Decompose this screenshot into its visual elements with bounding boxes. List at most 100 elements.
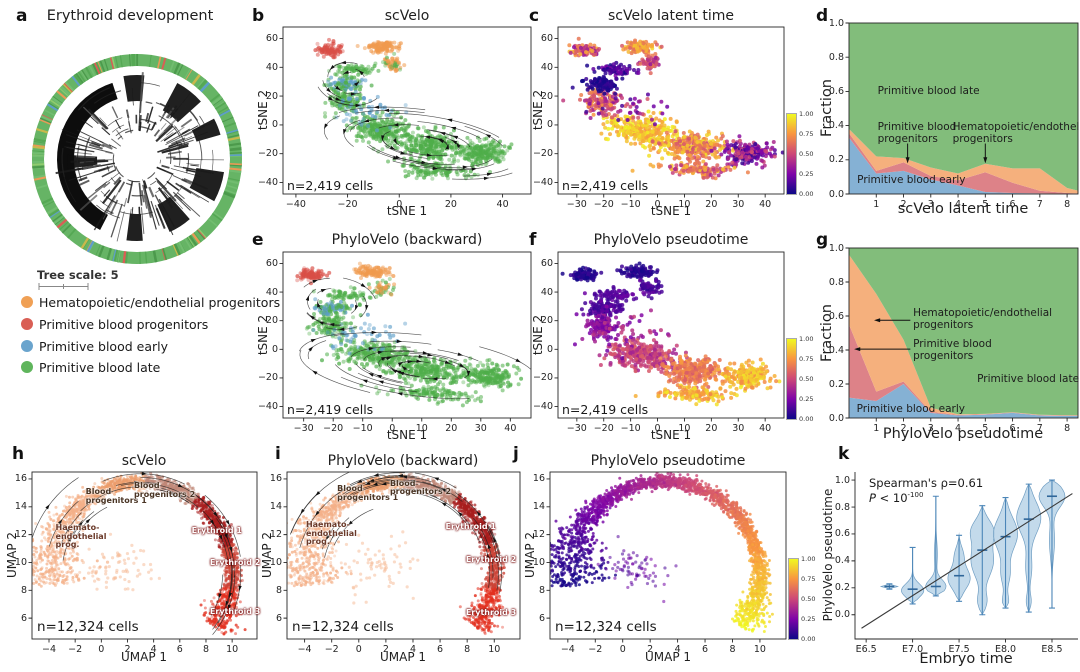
- cell-count-j: n=12,324 cells: [555, 619, 657, 635]
- y-tick-label: 20: [265, 315, 278, 327]
- x-tick-label: E7.0: [902, 644, 924, 655]
- y-tick-label: 12: [269, 529, 282, 541]
- y-tick-label: 1.0: [834, 474, 850, 486]
- p-rest: < 10: [875, 491, 908, 505]
- y-tick-label: 16: [269, 473, 282, 485]
- colorbar-tick-label: 0.25: [801, 615, 816, 623]
- x-tick-label: 0: [355, 644, 362, 655]
- colorbar-tick-label: 0.00: [801, 635, 816, 643]
- y-tick-label: 0.2: [834, 582, 850, 594]
- y-tick-label: 0.2: [828, 154, 844, 166]
- x-tick-label: 4: [674, 644, 681, 655]
- cluster-label: Erythroid 1: [191, 525, 242, 535]
- tree-title: Erythroid development: [46, 8, 214, 24]
- x-tick-label: 0: [619, 644, 626, 655]
- colorbar-tick-label: 0.00: [799, 415, 814, 423]
- x-tick-label: 6: [1009, 199, 1016, 210]
- x-tick-label: 5: [982, 199, 989, 210]
- cell-count-f: n=2,419 cells: [562, 402, 649, 417]
- colorbar-tick-label: 0.25: [799, 395, 814, 403]
- y-tick-label: 6: [275, 612, 282, 624]
- area-annotation: Primitive blood progenitors: [877, 121, 957, 146]
- y-tick-label: 60: [540, 33, 553, 45]
- x-tick-label: 0: [654, 199, 661, 210]
- area-annotation: Primitive blood late: [977, 372, 1080, 385]
- cluster-label: Blood progenitors 1: [85, 487, 147, 505]
- x-tick-label: 8: [729, 644, 736, 655]
- x-tick-label: E7.5: [948, 644, 970, 655]
- x-tick-label: −20: [323, 423, 344, 434]
- colorbar-j: [788, 558, 799, 640]
- x-tick-label: −4: [297, 644, 312, 655]
- x-tick-label: 6: [437, 644, 444, 655]
- colorbar-c: [786, 113, 797, 195]
- panel-label-e: e: [252, 230, 264, 250]
- x-tick-label: 4: [409, 644, 416, 655]
- y-tick-label: 0.4: [828, 120, 844, 132]
- y-tick-label: 0.4: [828, 344, 844, 356]
- panel-label-k: k: [838, 444, 850, 464]
- x-tick-label: 20: [445, 423, 458, 434]
- y-tick-label: 20: [540, 315, 553, 327]
- x-axis-label-i: UMAP 1: [379, 650, 427, 664]
- x-tick-label: 5: [982, 423, 989, 434]
- legend-label-late: Primitive blood late: [39, 360, 161, 375]
- cluster-label: Erythroid 3: [465, 608, 517, 618]
- y-tick-label: 60: [540, 257, 553, 269]
- colorbar-tick-label: 1.00: [799, 335, 814, 343]
- x-tick-label: 4: [955, 423, 962, 434]
- y-tick-label: 12: [14, 529, 27, 541]
- y-tick-label: 0.6: [828, 85, 844, 97]
- x-tick-label: 10: [678, 199, 691, 210]
- colorbar-f: [786, 338, 797, 420]
- x-tick-label: 40: [759, 423, 772, 434]
- y-tick-label: 10: [269, 556, 282, 568]
- x-tick-label: 10: [415, 423, 428, 434]
- y-tick-label: 14: [269, 501, 282, 513]
- area-annotation: Primitive blood progenitors: [913, 338, 992, 363]
- y-tick-label: 12: [532, 529, 545, 541]
- panel-label-c: c: [529, 6, 540, 26]
- y-tick-label: 0: [546, 343, 553, 355]
- x-tick-label: 2: [647, 644, 654, 655]
- x-tick-label: 7: [1036, 199, 1043, 210]
- x-tick-label: −4: [41, 644, 57, 655]
- umap-pseudotime-plot: [540, 462, 796, 649]
- x-tick-label: 1: [873, 423, 880, 434]
- y-tick-label: 20: [540, 90, 553, 102]
- y-tick-label: 0: [271, 343, 278, 355]
- x-tick-label: 40: [496, 199, 509, 210]
- colorbar-tick-label: 0.50: [799, 375, 814, 383]
- y-tick-label: 0.8: [828, 51, 844, 63]
- x-tick-label: 2: [124, 644, 131, 655]
- panel-label-i: i: [275, 444, 281, 464]
- x-tick-label: 4: [150, 644, 157, 655]
- y-tick-label: −20: [257, 372, 278, 384]
- legend-dot-prog: [21, 318, 33, 330]
- x-tick-label: 30: [474, 423, 487, 434]
- x-axis-label-e: tSNE 1: [386, 428, 428, 442]
- x-tick-label: 10: [678, 423, 691, 434]
- legend-label-prog: Primitive blood progenitors: [39, 317, 209, 332]
- legend-dot-hep: [21, 296, 33, 308]
- tree-scale-bar: [38, 283, 89, 290]
- y-tick-label: 40: [265, 286, 278, 298]
- y-tick-label: 60: [265, 257, 278, 269]
- y-tick-label: 0.6: [834, 528, 850, 540]
- x-tick-label: 7: [1036, 423, 1043, 434]
- y-tick-label: 10: [14, 556, 27, 568]
- colorbar-tick-label: 0.50: [801, 595, 816, 603]
- y-tick-label: 10: [532, 556, 545, 568]
- y-tick-label: 8: [538, 584, 545, 596]
- x-tick-label: −10: [620, 199, 641, 210]
- p-exponent: -100: [907, 491, 924, 500]
- cluster-label: Blood progenitors 2: [134, 481, 196, 499]
- x-tick-label: 10: [226, 644, 239, 655]
- y-tick-label: 6: [538, 612, 545, 624]
- legend-label-early: Primitive blood early: [39, 339, 168, 354]
- x-tick-label: 2: [900, 423, 907, 434]
- x-axis-label-c: tSNE 1: [650, 204, 692, 218]
- area-annotation: Primitive blood early: [856, 402, 965, 415]
- panel-label-f: f: [529, 230, 537, 250]
- y-tick-label: 0.0: [828, 188, 844, 200]
